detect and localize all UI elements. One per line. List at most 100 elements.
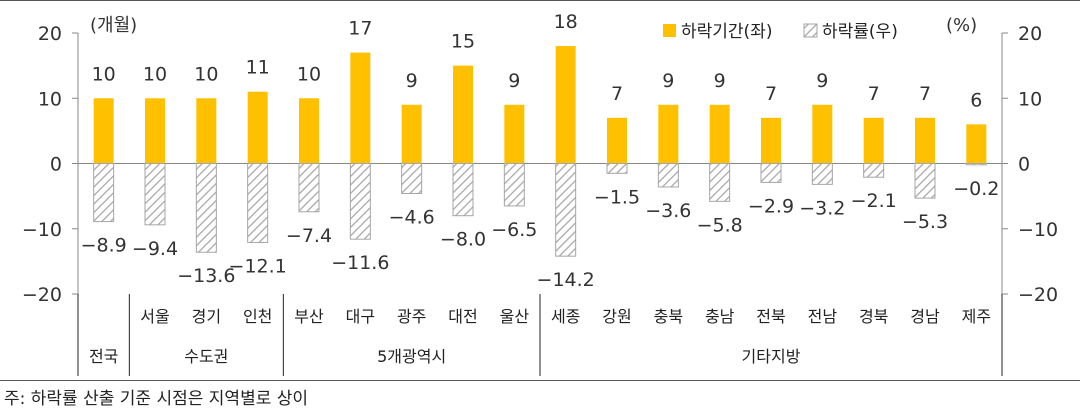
data-label-rate: −7.4	[286, 225, 332, 247]
data-label-duration: 7	[765, 83, 777, 105]
left-tick-label: 20	[38, 23, 62, 45]
data-label-duration: 7	[611, 83, 623, 105]
legend: 하락기간(좌) 하락률(우)	[663, 22, 898, 42]
category-label: 세종	[551, 307, 580, 326]
data-label-duration: 11	[246, 57, 270, 79]
bar-rate	[247, 163, 269, 243]
data-label-rate: −3.6	[645, 200, 691, 222]
bar-rate	[144, 163, 166, 226]
bar-rate	[863, 163, 885, 178]
data-label-rate: −2.1	[851, 190, 897, 212]
category-label: 충남	[705, 307, 735, 326]
category-label: 전국	[89, 347, 118, 366]
legend-label-rate: 하락률(우)	[822, 22, 898, 42]
category-label: 충북	[654, 307, 683, 326]
right-tick-label: 10	[1018, 88, 1042, 110]
category-label: 제주	[962, 307, 991, 326]
bar-rate	[452, 163, 474, 217]
data-label-rate: −0.2	[953, 178, 999, 200]
data-label-duration: 9	[816, 70, 828, 92]
bar-duration	[658, 104, 679, 164]
right-tick-label: −10	[1018, 219, 1058, 241]
left-tick-label: 0	[50, 154, 62, 176]
data-label-duration: 17	[348, 18, 372, 40]
bar-rate	[811, 163, 833, 185]
bar-rate	[195, 163, 217, 253]
bar-duration	[555, 46, 576, 164]
category-label: 경북	[859, 307, 888, 326]
data-label-duration: 18	[554, 11, 578, 33]
y-axes: 20 20 10 10 0 0 −10 −10 −20 −20	[22, 23, 1058, 306]
bar-rate	[965, 163, 987, 166]
bar-duration	[966, 124, 987, 164]
data-label-duration: 15	[451, 31, 475, 53]
chart-frame	[0, 0, 1080, 381]
bar-duration	[350, 52, 371, 164]
bar-duration	[247, 91, 268, 164]
category-label: 대전	[448, 307, 477, 326]
data-label-duration: 7	[868, 83, 880, 105]
category-label: 울산	[500, 307, 530, 326]
data-label-rate: −8.0	[440, 229, 486, 251]
data-label-rate: −8.9	[81, 235, 127, 257]
category-label: 전남	[808, 307, 838, 326]
category-label: 강원	[602, 307, 631, 326]
right-tick-label: −20	[1018, 284, 1058, 306]
left-tick-label: −10	[22, 219, 62, 241]
bar-chart: 20 20 10 10 0 0 −10 −10 −20 −20 10 −8.9 10 −9.4 10 −13…	[0, 0, 1080, 381]
bar-duration	[93, 98, 114, 164]
bar-duration	[607, 117, 627, 164]
data-label-duration: 9	[508, 70, 520, 92]
right-unit-label: (%)	[946, 15, 977, 36]
data-label-rate: −6.5	[491, 219, 537, 241]
data-label-duration: 9	[662, 70, 674, 92]
bar-rate	[349, 163, 371, 240]
data-label-rate: −14.2	[537, 269, 595, 291]
bar-rate	[298, 163, 320, 213]
bar-rate	[401, 163, 423, 195]
category-label: 대구	[346, 307, 375, 326]
bar-duration	[299, 98, 319, 164]
bar-rate	[606, 163, 628, 174]
data-label-rate: −3.2	[799, 197, 845, 219]
category-label: 인천	[243, 307, 272, 326]
bar-rate	[709, 163, 731, 202]
bar-duration	[812, 104, 833, 164]
group-label: 기타지방	[742, 347, 801, 366]
bar-rate	[93, 163, 115, 223]
group-label: 5개광역시	[377, 347, 446, 366]
data-label-duration: 10	[194, 63, 218, 85]
data-label-rate: −5.3	[902, 211, 948, 233]
category-label: 서울	[140, 307, 169, 326]
left-tick-label: 10	[38, 88, 62, 110]
right-tick-label: 0	[1018, 154, 1030, 176]
footnote: 주: 하락률 산출 기준 시점은 지역별로 상이	[4, 389, 309, 409]
data-label-duration: 6	[970, 89, 982, 111]
group-label: 수도권	[184, 347, 228, 366]
data-label-duration: 9	[406, 70, 418, 92]
bar-duration	[863, 117, 884, 164]
data-labels: 10 −8.9 10 −9.4 10 −13.6 11 −12.1 10 −7.4 17 −11.6 9…	[81, 11, 1000, 291]
data-label-rate: −13.6	[177, 265, 235, 287]
data-label-rate: −12.1	[229, 255, 287, 277]
data-label-duration: 7	[919, 83, 931, 105]
category-label: 광주	[397, 307, 426, 326]
legend-swatch-duration	[663, 24, 676, 37]
bar-rate	[914, 163, 936, 199]
bar-duration	[453, 65, 473, 164]
data-label-duration: 10	[143, 63, 167, 85]
bar-duration	[761, 117, 781, 164]
bar-duration	[401, 104, 422, 164]
bar-duration	[915, 117, 935, 164]
category-label: 전북	[756, 307, 785, 326]
left-tick-label: −20	[22, 284, 62, 306]
data-label-rate: −11.6	[331, 252, 389, 274]
data-label-rate: −1.5	[594, 186, 640, 208]
legend-swatch-rate	[803, 23, 818, 38]
category-label: 경남	[910, 307, 940, 326]
data-label-duration: 10	[297, 63, 321, 85]
data-label-duration: 10	[92, 63, 116, 85]
bar-rate	[555, 163, 577, 257]
data-label-duration: 9	[714, 70, 726, 92]
